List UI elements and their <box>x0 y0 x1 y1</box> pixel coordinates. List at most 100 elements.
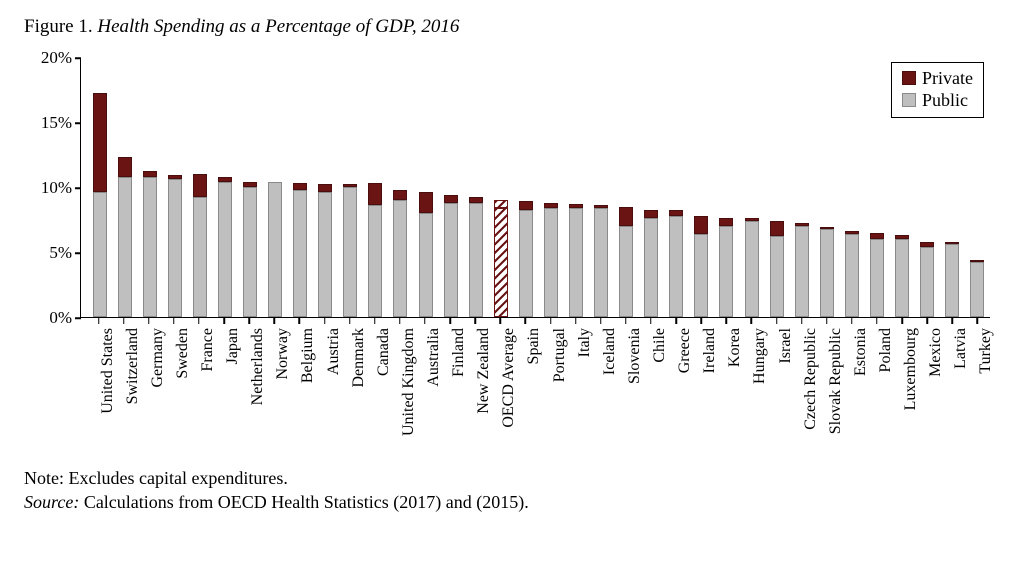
bar-segment-public <box>795 226 809 317</box>
ytick-label: 20% <box>24 48 80 68</box>
xlabel-column: Korea <box>714 318 739 458</box>
xlabel-column: Germany <box>136 318 161 458</box>
ytick-mark <box>75 122 81 124</box>
xtick-mark <box>977 318 979 324</box>
source-text: Calculations from OECD Health Statistics… <box>79 492 528 512</box>
xlabel-column: OECD Average <box>488 318 513 458</box>
xlabel-column: Italy <box>563 318 588 458</box>
bar-segment-private <box>444 195 458 203</box>
bar-column <box>814 227 839 317</box>
bar-stack <box>970 260 984 317</box>
footnotes: Note: Excludes capital expenditures. Sou… <box>24 466 1000 514</box>
bar-segment-public <box>343 187 357 317</box>
xlabel-column: Czech Republic <box>789 318 814 458</box>
bar-column <box>940 242 965 317</box>
bar-column <box>789 223 814 317</box>
xtick-mark <box>324 318 326 324</box>
bar-segment-public <box>845 234 859 317</box>
bar-segment-private <box>93 93 107 192</box>
bar-column <box>338 184 363 317</box>
figure-label: Figure 1. <box>24 16 93 37</box>
footnote-note: Note: Excludes capital expenditures. <box>24 466 1000 490</box>
bar-stack <box>393 190 407 317</box>
bar-column <box>413 192 438 317</box>
bar-segment-public <box>895 239 909 317</box>
bar-segment-private <box>519 201 533 210</box>
bar-stack <box>93 93 107 317</box>
xtick-mark <box>148 318 150 324</box>
ytick-label: 15% <box>24 113 80 133</box>
plot-area: Private Public <box>80 58 990 318</box>
bar-column <box>288 183 313 317</box>
bar-column <box>764 221 789 317</box>
xtick-mark <box>525 318 527 324</box>
bar-segment-private <box>619 207 633 227</box>
bar-segment-private <box>644 210 658 218</box>
x-axis-labels: United StatesSwitzerlandGermanySwedenFra… <box>80 318 990 458</box>
bar-segment-public <box>469 203 483 317</box>
xlabel-column: Latvia <box>940 318 965 458</box>
bar-stack <box>469 197 483 317</box>
bar-column <box>714 218 739 317</box>
xlabel-column: Denmark <box>337 318 362 458</box>
bar-stack <box>719 218 733 317</box>
xlabel-column: Sweden <box>161 318 186 458</box>
bar-segment-public <box>193 197 207 317</box>
bar-segment-public <box>318 192 332 317</box>
xtick-mark <box>625 318 627 324</box>
xlabel-column: Chile <box>638 318 663 458</box>
bar-segment-public <box>218 182 232 317</box>
bar-column <box>689 216 714 317</box>
xtick-mark <box>575 318 577 324</box>
bar-stack <box>745 218 759 317</box>
xlabel-column: Israel <box>764 318 789 458</box>
bar-stack <box>820 227 834 317</box>
xtick-mark <box>248 318 250 324</box>
xlabel-column: Hungary <box>739 318 764 458</box>
bar-segment-public <box>293 190 307 317</box>
bar-column <box>864 233 889 318</box>
bar-stack <box>795 223 809 317</box>
bar-column <box>212 177 237 317</box>
xlabel-column: Netherlands <box>237 318 262 458</box>
bar-segment-public <box>619 226 633 317</box>
xtick-mark <box>851 318 853 324</box>
bar-segment-public <box>519 210 533 317</box>
bar-stack <box>218 177 232 317</box>
bar-stack <box>293 183 307 317</box>
bar-column <box>739 218 764 317</box>
bar-column <box>664 210 689 317</box>
bar-column <box>87 93 112 317</box>
bar-column <box>538 203 563 317</box>
bar-segment-public <box>569 208 583 317</box>
ytick-label: 10% <box>24 178 80 198</box>
bar-column <box>263 182 288 317</box>
source-label: Source: <box>24 492 79 512</box>
bar-segment-private <box>193 174 207 197</box>
bar-segment-private <box>770 221 784 237</box>
bar-segment-public <box>719 226 733 317</box>
xlabel-column: Spain <box>513 318 538 458</box>
footnote-source: Source: Calculations from OECD Health St… <box>24 490 1000 514</box>
bar-column <box>563 204 588 317</box>
bar-segment-public <box>920 247 934 317</box>
bar-stack <box>770 221 784 317</box>
bar-segment-private <box>393 190 407 200</box>
xlabel-column: Australia <box>412 318 437 458</box>
xtick-mark <box>952 318 954 324</box>
bar-stack <box>694 216 708 317</box>
bar-segment-public <box>694 234 708 317</box>
bar-segment-public <box>970 262 984 317</box>
bar-stack <box>594 205 608 317</box>
bar-segment-public <box>143 177 157 317</box>
bar-stack <box>845 231 859 317</box>
bar-segment-public <box>494 208 508 317</box>
bar-stack <box>895 235 909 317</box>
xlabel-column: Portugal <box>538 318 563 458</box>
ytick-mark <box>75 317 81 319</box>
xlabel-column: Slovenia <box>613 318 638 458</box>
xtick-mark <box>826 318 828 324</box>
xlabel-column: New Zealand <box>463 318 488 458</box>
xlabel-column: Ireland <box>689 318 714 458</box>
bar-segment-public <box>444 203 458 317</box>
